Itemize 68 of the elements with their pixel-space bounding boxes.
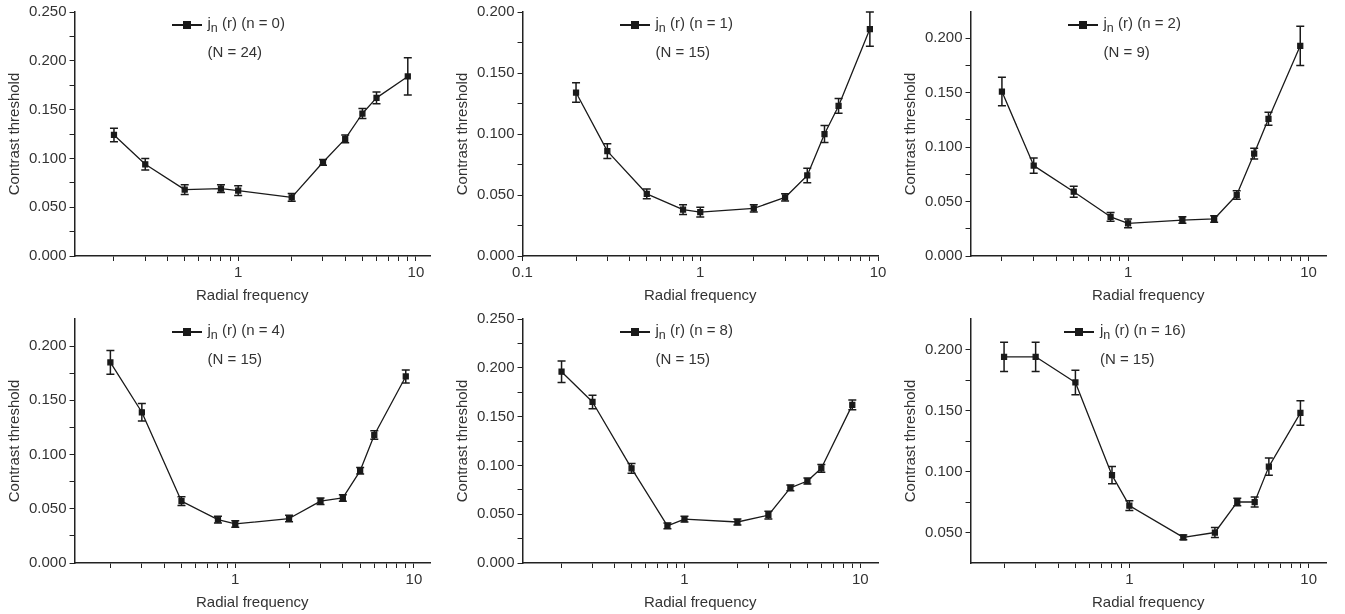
x-tick-label: 0.1 <box>512 263 533 281</box>
legend-label: j$_{n}$ (r) (n = 2) <box>1103 14 1181 35</box>
x-axis-title: Radial frequency <box>1091 593 1206 611</box>
x-axis-title: Radial frequency <box>643 286 758 304</box>
annotation: (N = 15) <box>1099 350 1156 367</box>
y-axis-title: Contrast threshold <box>901 72 919 196</box>
y-axis-title: Contrast threshold <box>5 72 23 196</box>
y-tick-label: 0.150 <box>28 390 67 408</box>
annotation: (N = 24) <box>207 43 264 60</box>
annotation: (N = 15) <box>655 350 712 367</box>
annotation: (N = 15) <box>207 350 264 367</box>
y-tick-label: 0.000 <box>476 553 515 571</box>
x-tick-label: 10 <box>1300 263 1317 281</box>
y-axis-title: Contrast threshold <box>901 379 919 503</box>
y-tick-label: 0.100 <box>924 461 963 479</box>
y-tick-label: 0.100 <box>28 148 67 166</box>
y-tick-label: 0.150 <box>476 406 515 424</box>
legend-label: j$_{n}$ (r) (n = 8) <box>655 321 733 342</box>
y-axis-title: Contrast threshold <box>5 379 23 503</box>
x-tick-label: 1 <box>234 263 243 281</box>
y-tick-label: 0.000 <box>476 246 515 264</box>
x-tick-label: 1 <box>1125 570 1134 588</box>
x-tick-label: 10 <box>1300 570 1317 588</box>
x-tick-label: 10 <box>405 570 423 588</box>
x-tick-label: 10 <box>869 263 887 281</box>
y-tick-label: 0.150 <box>476 63 515 81</box>
x-axis-title: Radial frequency <box>1091 286 1206 304</box>
x-axis-title: Radial frequency <box>643 593 758 611</box>
y-tick-label: 0.250 <box>28 2 67 20</box>
y-tick-label: 0.150 <box>28 99 67 117</box>
y-tick-label: 0.050 <box>28 498 67 516</box>
y-tick-label: 0.100 <box>476 124 515 142</box>
y-tick-label: 0.050 <box>476 185 515 203</box>
y-tick-label: 0.200 <box>476 357 515 375</box>
y-tick-label: 0.000 <box>28 553 67 571</box>
y-tick-label: 0.150 <box>924 400 963 418</box>
x-tick-label: 10 <box>407 263 425 281</box>
y-tick-label: 0.250 <box>476 309 515 327</box>
y-tick-label: 0.100 <box>28 444 67 462</box>
x-tick-label: 1 <box>1123 263 1133 281</box>
legend-label: j$_{n}$ (r) (n = 0) <box>207 14 285 35</box>
y-tick-label: 0.100 <box>924 137 963 155</box>
y-tick-label: 0.100 <box>476 455 515 473</box>
legend-label: j$_{n}$ (r) (n = 16) <box>1099 321 1186 342</box>
y-tick-label: 0.200 <box>924 28 963 46</box>
y-axis-title: Contrast threshold <box>453 72 471 196</box>
x-tick-label: 1 <box>696 263 705 281</box>
y-tick-label: 0.200 <box>28 50 67 68</box>
y-tick-label: 0.200 <box>924 339 963 357</box>
y-axis-title: Contrast threshold <box>453 379 471 503</box>
y-tick-label: 0.050 <box>28 197 67 215</box>
x-axis-title: Radial frequency <box>195 593 310 611</box>
y-tick-label: 0.050 <box>476 504 515 522</box>
y-tick-label: 0.050 <box>924 522 963 540</box>
x-axis-title: Radial frequency <box>195 286 310 304</box>
y-tick-label: 0.050 <box>924 191 963 209</box>
y-tick-label: 0.150 <box>924 82 963 100</box>
y-tick-label: 0.000 <box>28 246 67 264</box>
y-tick-label: 0.200 <box>28 336 67 354</box>
annotation: (N = 15) <box>655 43 712 60</box>
x-tick-label: 10 <box>852 570 869 588</box>
x-tick-label: 1 <box>231 570 240 588</box>
y-tick-label: 0.000 <box>924 246 963 264</box>
y-tick-label: 0.200 <box>476 2 515 20</box>
legend-label: j$_{n}$ (r) (n = 4) <box>207 321 285 342</box>
x-tick-label: 1 <box>680 570 689 588</box>
annotation: (N = 9) <box>1103 43 1151 60</box>
legend-label: j$_{n}$ (r) (n = 1) <box>655 14 733 35</box>
